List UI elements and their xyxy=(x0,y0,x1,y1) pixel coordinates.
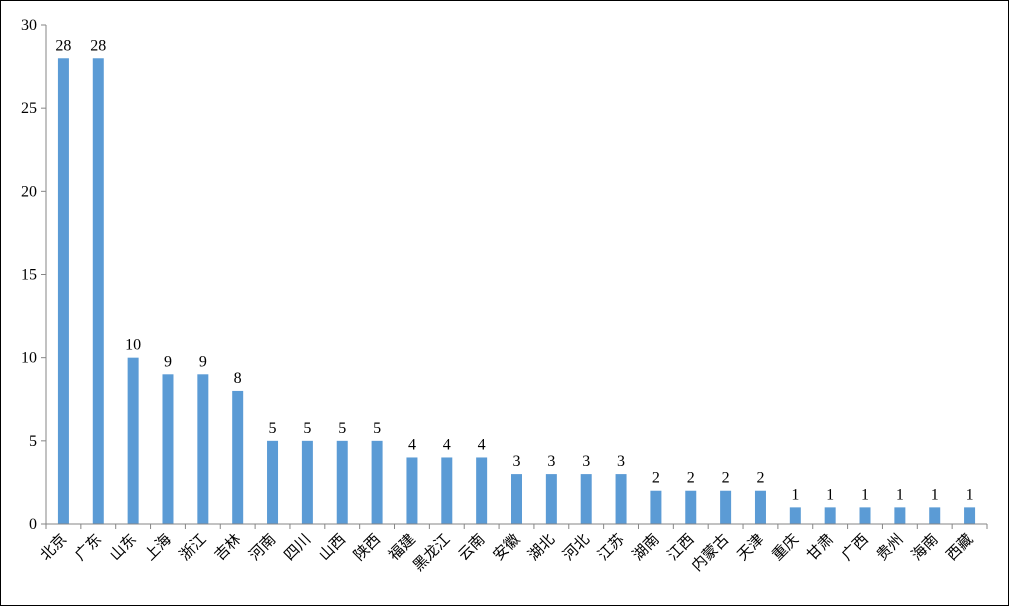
bar xyxy=(406,457,418,524)
y-tick-label: 0 xyxy=(29,516,37,533)
x-tick-label: 天津 xyxy=(733,530,767,564)
x-tick-label: 甘肃 xyxy=(803,530,837,564)
data-label: 28 xyxy=(55,37,71,54)
x-tick-label: 湖北 xyxy=(524,530,558,564)
data-label: 4 xyxy=(478,436,486,453)
data-label: 1 xyxy=(931,486,939,503)
data-label: 4 xyxy=(408,436,416,453)
x-tick-label: 四川 xyxy=(280,530,314,564)
bar xyxy=(441,457,453,524)
data-label: 1 xyxy=(791,486,799,503)
data-label: 1 xyxy=(966,486,974,503)
x-tick-label: 海南 xyxy=(908,530,942,564)
data-label: 10 xyxy=(125,337,141,354)
data-label: 3 xyxy=(513,453,521,470)
bar xyxy=(650,490,662,524)
y-axis: 0 5 10 15 20 25 30 xyxy=(21,17,47,533)
x-tick-label: 安徽 xyxy=(489,530,523,564)
bar xyxy=(197,374,209,524)
x-tick-label: 云南 xyxy=(455,530,489,564)
x-tick-label: 西藏 xyxy=(942,530,976,564)
bar xyxy=(336,440,348,524)
y-tick-label: 15 xyxy=(21,267,37,284)
x-tick-label: 广东 xyxy=(71,530,105,564)
x-tick-label: 内蒙古 xyxy=(688,530,733,575)
data-label: 2 xyxy=(722,470,730,487)
bar xyxy=(267,440,279,524)
data-label: 8 xyxy=(234,370,242,387)
bar xyxy=(92,58,104,525)
data-label: 3 xyxy=(617,453,625,470)
y-tick-label: 25 xyxy=(21,100,37,117)
data-label: 5 xyxy=(303,420,311,437)
bar xyxy=(789,507,801,524)
x-tick-label: 湖南 xyxy=(629,530,663,564)
data-label: 2 xyxy=(652,470,660,487)
data-label: 2 xyxy=(687,470,695,487)
data-label: 4 xyxy=(443,436,451,453)
data-label: 9 xyxy=(164,353,172,370)
data-label: 2 xyxy=(756,470,764,487)
data-label: 3 xyxy=(547,453,555,470)
data-label: 5 xyxy=(338,420,346,437)
x-tick-label: 河南 xyxy=(245,530,279,564)
data-label: 1 xyxy=(861,486,869,503)
bar xyxy=(301,440,313,524)
bar xyxy=(720,490,732,524)
bar xyxy=(57,58,69,525)
x-tick-label: 上海 xyxy=(141,530,175,564)
bar xyxy=(685,490,697,524)
x-tick-label: 河北 xyxy=(559,530,593,564)
bar xyxy=(127,357,139,524)
bar xyxy=(580,474,592,524)
bar xyxy=(232,390,244,524)
y-tick-label: 30 xyxy=(21,17,37,34)
data-label: 28 xyxy=(90,37,106,54)
x-tick-label: 吉林 xyxy=(211,530,245,564)
x-tick-label: 黑龙江 xyxy=(409,530,454,575)
y-tick-label: 10 xyxy=(21,350,37,367)
bar xyxy=(371,440,383,524)
bar xyxy=(964,507,976,524)
x-tick-label: 广西 xyxy=(838,530,872,564)
x-tick-label: 浙江 xyxy=(176,530,210,564)
bar xyxy=(859,507,871,524)
data-label: 1 xyxy=(826,486,834,503)
y-tick-label: 20 xyxy=(21,183,37,200)
bar xyxy=(929,507,941,524)
data-labels: 28 28 10 9 9 8 5 5 5 5 4 4 4 3 3 3 3 2 2 2 2 1 1 1 1 1 1 xyxy=(55,37,973,503)
y-tick-label: 5 xyxy=(29,433,37,450)
data-label: 5 xyxy=(373,420,381,437)
x-tick-label: 北京 xyxy=(36,530,70,564)
x-tick-label: 山西 xyxy=(315,530,349,564)
x-tick-label: 山东 xyxy=(106,530,140,564)
bar xyxy=(894,507,906,524)
x-tick-label: 陕西 xyxy=(350,530,384,564)
bars xyxy=(57,58,976,525)
data-label: 1 xyxy=(896,486,904,503)
bar xyxy=(824,507,836,524)
x-tick-label: 贵州 xyxy=(873,530,907,564)
data-label: 9 xyxy=(199,353,207,370)
bar xyxy=(545,474,557,524)
bar xyxy=(754,490,766,524)
bar xyxy=(476,457,488,524)
bar xyxy=(162,374,174,524)
data-label: 5 xyxy=(269,420,277,437)
x-tick-label: 江苏 xyxy=(594,530,628,564)
x-tick-label: 重庆 xyxy=(768,530,802,564)
data-label: 3 xyxy=(582,453,590,470)
bar xyxy=(615,474,627,524)
bar xyxy=(511,474,522,524)
